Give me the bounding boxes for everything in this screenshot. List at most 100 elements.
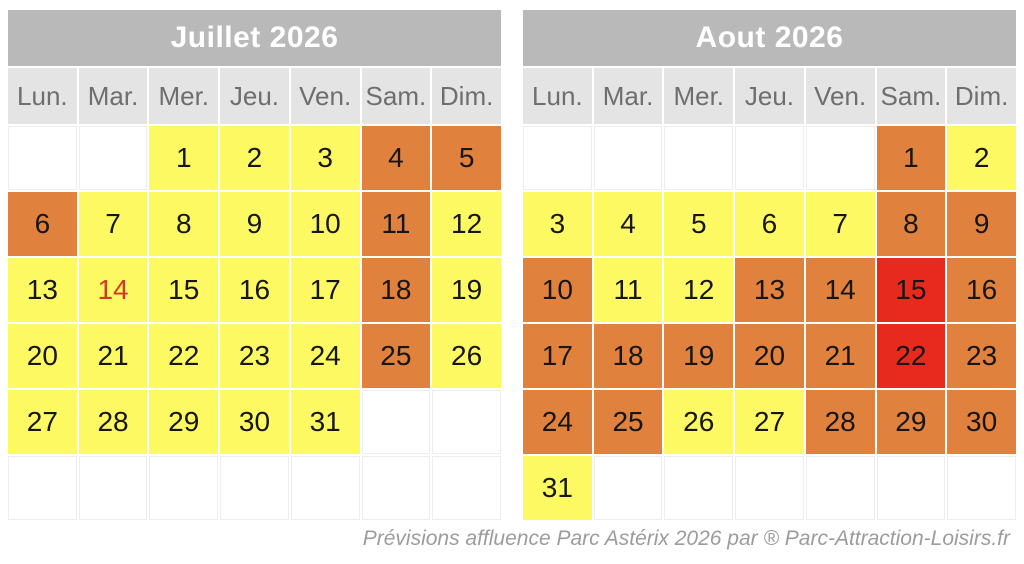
day-of-week-header: Dim. xyxy=(947,68,1016,124)
calendar-grid: 1 2 3 4 5 6 7 8 9 10 11 12 13 14 15 16 17 18 19 20 21 22 23 24 2… xyxy=(8,126,501,520)
day-cell-1: 1 xyxy=(876,126,946,190)
day-of-week-header: Jeu. xyxy=(735,68,804,124)
day-of-week-row: Lun. Mar. Mer. Jeu. Ven. Sam. Dim. xyxy=(8,68,501,124)
calendar-juillet-2026: Juillet 2026 Lun. Mar. Mer. Jeu. Ven. Sam. Dim… xyxy=(6,8,503,522)
empty-day-cell xyxy=(8,456,77,520)
day-of-week-header: Sam. xyxy=(876,68,946,124)
day-of-week-header: Dim. xyxy=(432,68,501,124)
credit-text: Prévisions affluence Parc Astérix 2026 p… xyxy=(362,527,1010,550)
week-row: 27 28 29 30 31 xyxy=(8,390,501,454)
calendars-container: Juillet 2026 Lun. Mar. Mer. Jeu. Ven. Sam. Dim… xyxy=(6,8,1018,522)
day-of-week-header: Mar. xyxy=(78,68,148,124)
empty-day-cell xyxy=(664,456,734,520)
empty-day-cell xyxy=(8,126,77,190)
day-cell-9: 9 xyxy=(947,192,1016,256)
day-cell-24: 24 xyxy=(290,324,360,388)
calendar-title-juillet: Juillet 2026 xyxy=(8,10,501,66)
day-of-week-header: Sam. xyxy=(361,68,431,124)
day-cell-12: 12 xyxy=(664,258,734,322)
calendar-aout-2026: Aout 2026 Lun. Mar. Mer. Jeu. Ven. Sam. Dim. 1… xyxy=(521,8,1018,522)
day-cell-30: 30 xyxy=(220,390,289,454)
empty-day-cell xyxy=(290,456,360,520)
empty-day-cell xyxy=(149,456,219,520)
day-cell-2: 2 xyxy=(220,126,289,190)
day-cell-16: 16 xyxy=(947,258,1016,322)
day-of-week-header: Mer. xyxy=(149,68,219,124)
empty-day-cell xyxy=(947,456,1016,520)
day-cell-13: 13 xyxy=(735,258,804,322)
day-cell-10: 10 xyxy=(523,258,592,322)
week-row xyxy=(8,456,501,520)
day-cell-5: 5 xyxy=(432,126,501,190)
empty-day-cell xyxy=(664,126,734,190)
empty-day-cell xyxy=(805,456,875,520)
empty-day-cell xyxy=(735,456,804,520)
day-of-week-row: Lun. Mar. Mer. Jeu. Ven. Sam. Dim. xyxy=(523,68,1016,124)
day-cell-19: 19 xyxy=(664,324,734,388)
day-cell-11: 11 xyxy=(361,192,431,256)
empty-day-cell xyxy=(78,126,148,190)
day-cell-7: 7 xyxy=(78,192,148,256)
day-cell-25: 25 xyxy=(593,390,663,454)
week-row: 24 25 26 27 28 29 30 xyxy=(523,390,1016,454)
calendar-grid: 1 2 3 4 5 6 7 8 9 10 11 12 13 14 15 16 17 18 19 20 21 22 23 24 2… xyxy=(523,126,1016,520)
day-of-week-header: Ven. xyxy=(805,68,875,124)
day-cell-19: 19 xyxy=(432,258,501,322)
day-cell-20: 20 xyxy=(8,324,77,388)
day-cell-26: 26 xyxy=(432,324,501,388)
day-cell-24: 24 xyxy=(523,390,592,454)
day-cell-8: 8 xyxy=(149,192,219,256)
empty-day-cell xyxy=(361,390,431,454)
title-row: Juillet 2026 xyxy=(8,10,501,66)
week-row: 10 11 12 13 14 15 16 xyxy=(523,258,1016,322)
day-cell-27: 27 xyxy=(735,390,804,454)
day-cell-4: 4 xyxy=(361,126,431,190)
day-cell-6: 6 xyxy=(735,192,804,256)
title-row: Aout 2026 xyxy=(523,10,1016,66)
day-cell-3: 3 xyxy=(523,192,592,256)
day-cell-18: 18 xyxy=(361,258,431,322)
day-cell-27: 27 xyxy=(8,390,77,454)
day-cell-5: 5 xyxy=(664,192,734,256)
day-cell-31: 31 xyxy=(523,456,592,520)
day-cell-30: 30 xyxy=(947,390,1016,454)
day-cell-16: 16 xyxy=(220,258,289,322)
day-of-week-header: Mar. xyxy=(593,68,663,124)
empty-day-cell xyxy=(593,456,663,520)
day-cell-15: 15 xyxy=(149,258,219,322)
day-cell-31: 31 xyxy=(290,390,360,454)
empty-day-cell xyxy=(735,126,804,190)
day-cell-11: 11 xyxy=(593,258,663,322)
day-cell-28: 28 xyxy=(805,390,875,454)
day-cell-3: 3 xyxy=(290,126,360,190)
day-cell-10: 10 xyxy=(290,192,360,256)
day-cell-13: 13 xyxy=(8,258,77,322)
day-cell-14: 14 xyxy=(805,258,875,322)
week-row: 20 21 22 23 24 25 26 xyxy=(8,324,501,388)
day-cell-20: 20 xyxy=(735,324,804,388)
week-row: 17 18 19 20 21 22 23 xyxy=(523,324,1016,388)
day-cell-15: 15 xyxy=(876,258,946,322)
day-cell-14: 14 xyxy=(78,258,148,322)
empty-day-cell xyxy=(432,456,501,520)
day-cell-22: 22 xyxy=(149,324,219,388)
day-cell-21: 21 xyxy=(78,324,148,388)
empty-day-cell xyxy=(78,456,148,520)
day-cell-12: 12 xyxy=(432,192,501,256)
calendar-title-aout: Aout 2026 xyxy=(523,10,1016,66)
week-row: 6 7 8 9 10 11 12 xyxy=(8,192,501,256)
day-cell-7: 7 xyxy=(805,192,875,256)
day-cell-8: 8 xyxy=(876,192,946,256)
day-cell-9: 9 xyxy=(220,192,289,256)
day-cell-21: 21 xyxy=(805,324,875,388)
week-row: 13 14 15 16 17 18 19 xyxy=(8,258,501,322)
empty-day-cell xyxy=(220,456,289,520)
day-cell-18: 18 xyxy=(593,324,663,388)
week-row: 31 xyxy=(523,456,1016,520)
day-cell-23: 23 xyxy=(947,324,1016,388)
day-cell-6: 6 xyxy=(8,192,77,256)
day-cell-2: 2 xyxy=(947,126,1016,190)
empty-day-cell xyxy=(805,126,875,190)
